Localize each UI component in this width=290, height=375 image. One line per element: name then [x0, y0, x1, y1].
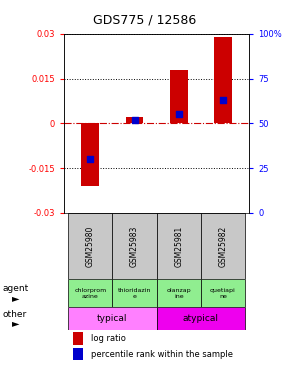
- Text: thioridazin
e: thioridazin e: [118, 288, 151, 299]
- Bar: [170, 70, 188, 123]
- Text: olanzap
ine: olanzap ine: [166, 288, 191, 299]
- Text: GSM25982: GSM25982: [218, 225, 227, 267]
- Text: percentile rank within the sample: percentile rank within the sample: [91, 350, 233, 358]
- Text: GSM25981: GSM25981: [174, 225, 183, 267]
- FancyBboxPatch shape: [68, 213, 113, 279]
- Text: log ratio: log ratio: [91, 334, 126, 343]
- Bar: [214, 37, 232, 123]
- FancyBboxPatch shape: [157, 279, 201, 308]
- FancyBboxPatch shape: [113, 213, 157, 279]
- Point: [88, 156, 93, 162]
- Text: other: other: [3, 310, 27, 319]
- Bar: [126, 117, 143, 123]
- FancyBboxPatch shape: [68, 279, 113, 308]
- Text: ►: ►: [12, 293, 19, 303]
- FancyBboxPatch shape: [68, 308, 157, 330]
- Point: [221, 97, 225, 103]
- Text: chlorprom
azine: chlorprom azine: [74, 288, 106, 299]
- FancyBboxPatch shape: [113, 279, 157, 308]
- Text: ►: ►: [12, 318, 19, 328]
- Text: GSM25983: GSM25983: [130, 225, 139, 267]
- Text: GDS775 / 12586: GDS775 / 12586: [93, 13, 197, 26]
- Text: agent: agent: [3, 284, 29, 293]
- Bar: [73, 332, 83, 345]
- Text: quetiapi
ne: quetiapi ne: [210, 288, 236, 299]
- FancyBboxPatch shape: [157, 308, 245, 330]
- FancyBboxPatch shape: [201, 213, 245, 279]
- FancyBboxPatch shape: [201, 279, 245, 308]
- Bar: [81, 123, 99, 186]
- Text: atypical: atypical: [183, 315, 219, 324]
- Point: [132, 117, 137, 123]
- Text: typical: typical: [97, 315, 128, 324]
- FancyBboxPatch shape: [157, 213, 201, 279]
- Text: GSM25980: GSM25980: [86, 225, 95, 267]
- Bar: [73, 348, 83, 360]
- Point: [176, 111, 181, 117]
